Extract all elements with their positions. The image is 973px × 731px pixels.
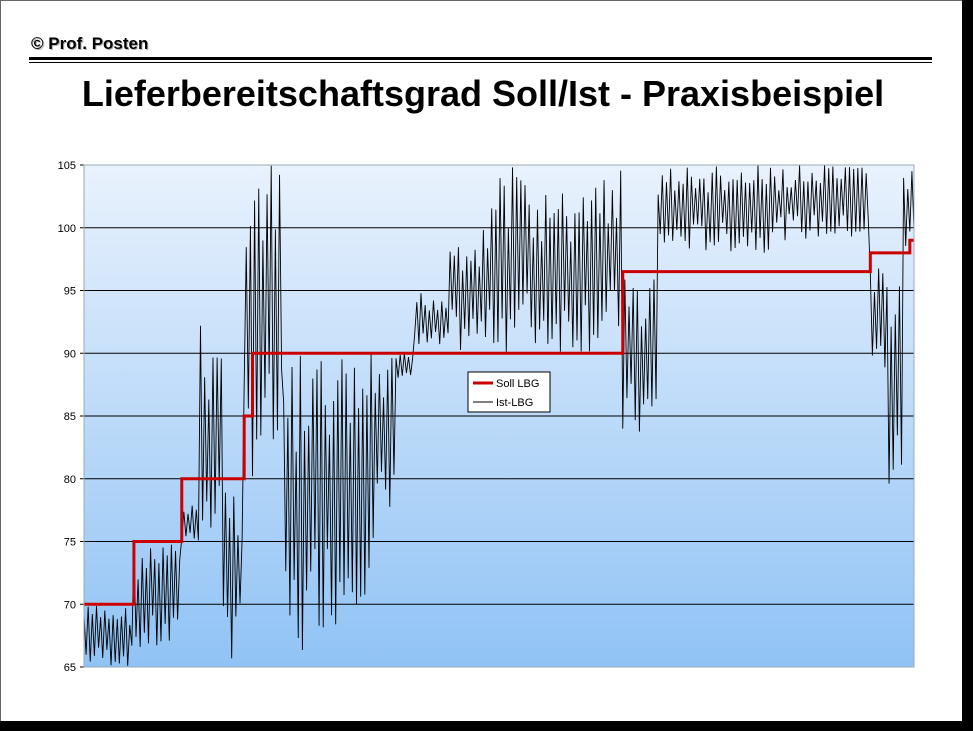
y-axis-tick-labels: 65 70 75 80 85 90 95 100 105 bbox=[58, 160, 76, 674]
legend-label-ist: Ist-LBG bbox=[496, 397, 533, 409]
slide-border-left bbox=[0, 0, 1, 731]
y-tick-label-85: 85 bbox=[64, 411, 76, 423]
legend: Soll LBG Ist-LBG bbox=[467, 371, 551, 413]
header-rule-thin bbox=[29, 62, 932, 63]
legend-box bbox=[467, 371, 551, 413]
lbg-chart: 65 70 75 80 85 90 95 100 105 Soll LBG Ist-LBG bbox=[58, 160, 915, 674]
y-tick-label-90: 90 bbox=[64, 348, 76, 360]
y-tick-label-95: 95 bbox=[64, 286, 76, 298]
ist-series-group bbox=[83, 164, 915, 666]
plot-border bbox=[83, 164, 915, 668]
y-tick-label-105: 105 bbox=[58, 160, 76, 172]
y-tick-label-75: 75 bbox=[64, 537, 76, 549]
y-tick-label-100: 100 bbox=[58, 223, 76, 235]
legend-label-soll: Soll LBG bbox=[496, 378, 539, 390]
soll-series-group bbox=[84, 238, 914, 606]
y-tick-label-80: 80 bbox=[64, 474, 76, 486]
y-tick-label-70: 70 bbox=[64, 599, 76, 611]
slide-shadow-bottom bbox=[0, 721, 973, 731]
slide-border-top bbox=[0, 0, 973, 1]
ist-lbg-series-line bbox=[83, 164, 915, 666]
y-tick-label-65: 65 bbox=[64, 662, 76, 674]
copyright-label: © Prof. Posten bbox=[31, 34, 149, 53]
slide-shadow-right bbox=[962, 0, 973, 731]
header-rule-thick bbox=[29, 57, 932, 60]
slide-title: Lieferbereitschaftsgrad Soll/Ist - Praxi… bbox=[81, 73, 885, 114]
soll-lbg-series-line bbox=[84, 238, 914, 606]
